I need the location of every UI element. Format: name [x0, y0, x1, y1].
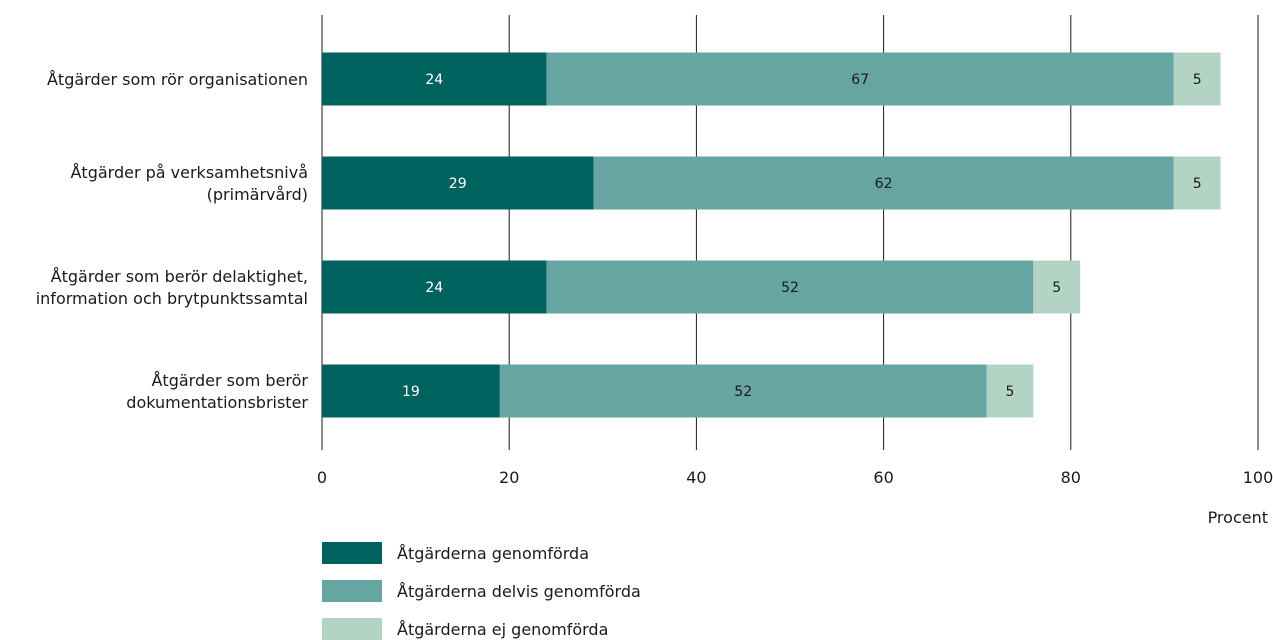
bar-value-label: 52: [781, 280, 799, 296]
legend-swatch: [322, 580, 382, 602]
x-tick-label: 40: [686, 468, 706, 487]
category-label: (primärvård): [207, 185, 308, 204]
bar-value-label: 19: [402, 384, 420, 400]
bar-segment: [546, 260, 1034, 314]
category-label: Åtgärder på verksamhetsnivå: [70, 163, 308, 182]
bar-value-label: 24: [425, 280, 443, 296]
bar-value-label: 29: [449, 176, 467, 192]
bar-segment: [1173, 156, 1221, 210]
category-label: Åtgärder som rör organisationen: [47, 70, 308, 89]
bar-segment: [1033, 260, 1081, 314]
category-label: information och brytpunktssamtal: [36, 289, 308, 308]
bar-value-label: 5: [1193, 72, 1202, 88]
bar-segment: [322, 364, 500, 418]
bar-segment: [1173, 52, 1221, 106]
x-tick-label: 20: [499, 468, 519, 487]
bar-value-label: 5: [1005, 384, 1014, 400]
x-tick-label: 60: [873, 468, 893, 487]
legend-swatch: [322, 542, 382, 564]
legend-label: Åtgärderna delvis genomförda: [397, 582, 641, 601]
bar-segment: [322, 52, 547, 106]
bar-value-label: 67: [851, 72, 869, 88]
legend-label: Åtgärderna ej genomförda: [397, 620, 608, 639]
category-label: Åtgärder som berör delaktighet,: [51, 267, 308, 286]
bar-value-label: 5: [1052, 280, 1061, 296]
x-axis-title: Procent: [1208, 508, 1268, 527]
bar-segment: [499, 364, 987, 418]
bar-value-label: 24: [425, 72, 443, 88]
legend-swatch: [322, 618, 382, 640]
x-tick-label: 80: [1061, 468, 1081, 487]
x-tick-label: 100: [1243, 468, 1273, 487]
legend-label: Åtgärderna genomförda: [397, 544, 589, 563]
bar-segment: [593, 156, 1174, 210]
bar-segment: [322, 260, 547, 314]
bar-value-label: 52: [734, 384, 752, 400]
bar-value-label: 62: [875, 176, 893, 192]
category-label: dokumentationsbrister: [126, 393, 308, 412]
bar-value-label: 5: [1193, 176, 1202, 192]
bar-segment: [546, 52, 1174, 106]
bar-segment: [986, 364, 1034, 418]
bar-segment: [322, 156, 594, 210]
x-tick-label: 0: [317, 468, 327, 487]
category-label: Åtgärder som berör: [151, 371, 308, 390]
